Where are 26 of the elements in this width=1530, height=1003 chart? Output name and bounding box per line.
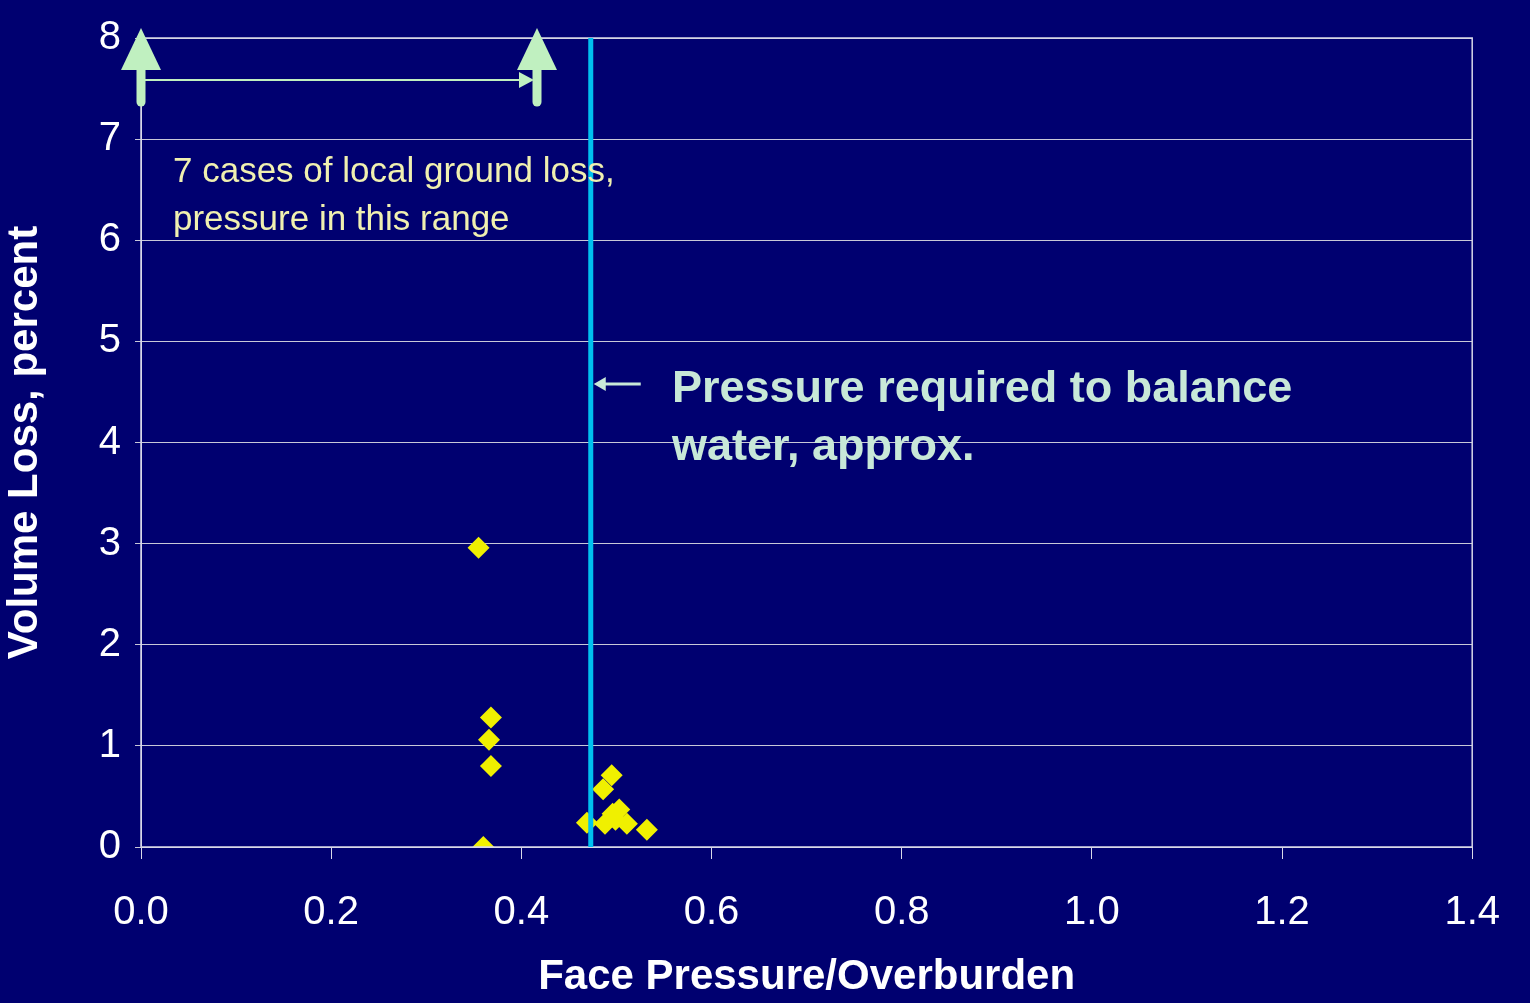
y-tick-label: 8 [98, 13, 121, 58]
point [635, 818, 658, 841]
x-tick-label: 1.0 [1064, 888, 1120, 933]
y-tick-label: 3 [98, 518, 121, 563]
y-tick-label: 2 [98, 619, 121, 664]
y-axis-title: Volume Loss, percent [0, 225, 46, 660]
x-tick-label: 1.2 [1254, 888, 1310, 933]
point [479, 706, 502, 729]
y-tick-label: 7 [98, 114, 121, 159]
point [592, 778, 615, 801]
point [467, 536, 490, 559]
y-tick-label: 5 [98, 316, 121, 361]
x-tick-label: 0.2 [303, 888, 359, 933]
x-tick-label: 0.4 [493, 888, 550, 933]
y-tick-label: 4 [98, 417, 121, 462]
x-tick-label: 0.8 [873, 888, 930, 933]
point [478, 728, 501, 751]
point [479, 755, 502, 778]
x-axis-title: Face Pressure/Overburden [538, 951, 1076, 999]
x-tick-label: 0.6 [683, 888, 740, 933]
x-tick-label: 0.0 [113, 888, 169, 933]
y-tick-label: 0 [98, 822, 121, 867]
y-tick-label: 6 [98, 215, 121, 260]
y-tick-label: 1 [98, 720, 121, 765]
point [600, 764, 623, 787]
x-tick-label: 1.4 [1444, 888, 1500, 933]
